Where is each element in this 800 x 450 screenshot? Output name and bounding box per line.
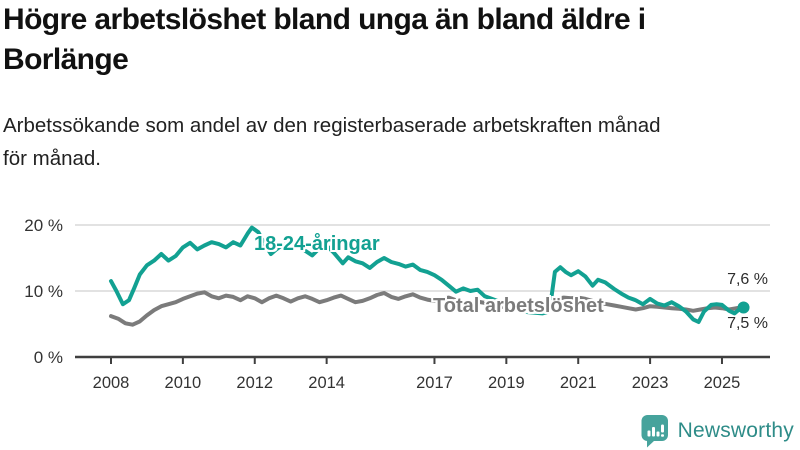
end-value-label-youth: 7,5 % (727, 315, 768, 332)
y-tick-label: 20 % (24, 216, 63, 235)
chart-subtitle-line2: för månad. (3, 147, 101, 170)
page-title-line1: Högre arbetslöshet bland unga än bland ä… (3, 3, 646, 36)
x-tick-label: 2019 (488, 374, 525, 392)
x-tick-label: 2021 (560, 374, 597, 392)
chart-subtitle-line1: Arbetssökande som andel av den registerb… (3, 114, 661, 137)
x-tick-label: 2008 (93, 374, 130, 392)
x-tick-label: 2010 (165, 374, 202, 392)
y-tick-label: 0 % (34, 348, 63, 367)
x-tick-label: 2012 (236, 374, 273, 392)
series-line-total (109, 290, 746, 327)
end-value-label-total: 7,6 % (727, 271, 768, 288)
x-tick-label: 2023 (632, 374, 669, 392)
page-title: Högre arbetslöshet bland unga än bland ä… (3, 0, 783, 80)
series-line-youth (109, 225, 746, 324)
x-tick-label: 2025 (704, 374, 741, 392)
bar-chart-bubble-icon (641, 415, 668, 448)
series-label-youth: 18-24-åringar (254, 233, 380, 255)
y-tick-label: 10 % (24, 282, 63, 301)
chart-subtitle: Arbetssökande som andel av den registerb… (3, 109, 783, 175)
x-tick-label: 2017 (416, 374, 453, 392)
page-title-line2: Borlänge (3, 43, 129, 76)
brand-name: Newsworthy (677, 419, 794, 442)
newsworthy-logo[interactable]: Newsworthy (640, 414, 794, 448)
x-tick-label: 2014 (308, 374, 345, 392)
end-point-dot (737, 301, 750, 314)
series-label-total: Total arbetslöshet (433, 295, 604, 317)
